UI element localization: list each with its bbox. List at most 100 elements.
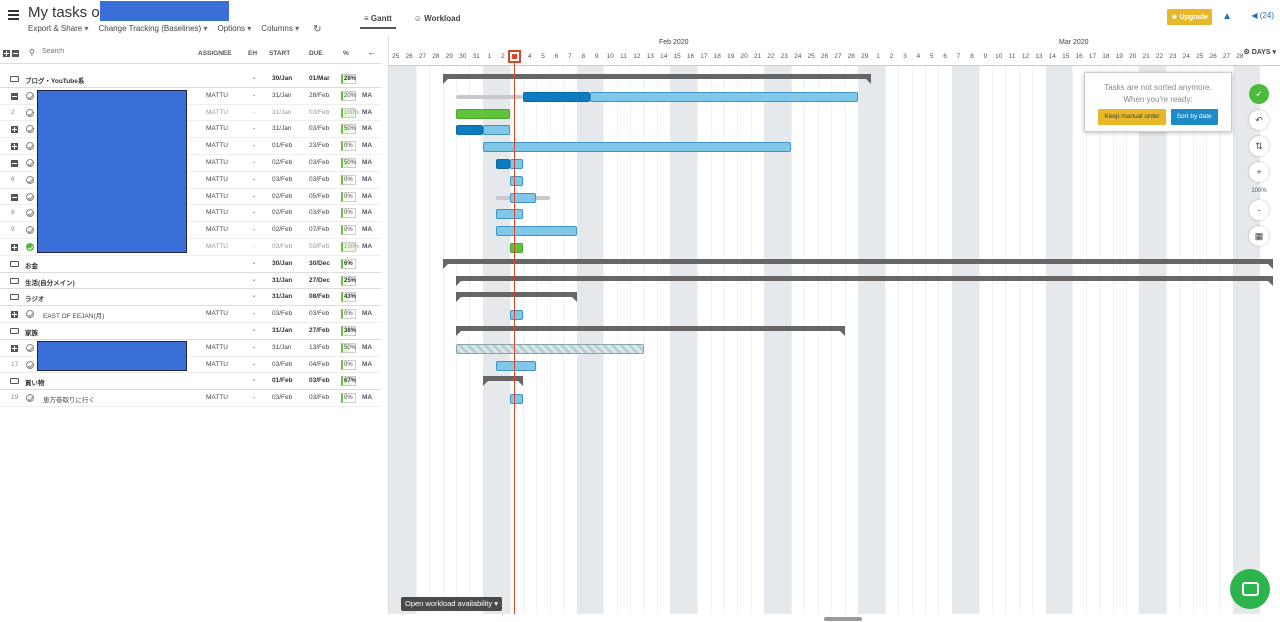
task-row[interactable]: MATTU - 01/Feb 23/Feb 0% MA bbox=[0, 138, 381, 155]
progress-percent[interactable]: 50% bbox=[341, 158, 356, 168]
progress-percent[interactable]: 25% bbox=[341, 275, 356, 286]
task-bar[interactable] bbox=[482, 125, 510, 136]
task-row[interactable]: 8 MATTU - 02/Feb 03/Feb 0% MA bbox=[0, 205, 381, 223]
complete-check-icon[interactable] bbox=[26, 175, 34, 184]
summary-bar[interactable] bbox=[442, 258, 1274, 269]
task-name[interactable]: EAST OF EEJAN(月) bbox=[43, 313, 105, 321]
keep-manual-order-button[interactable]: Keep manual order bbox=[1098, 109, 1166, 125]
assignee[interactable]: MATTU bbox=[206, 192, 228, 200]
menu-hamburger-icon[interactable] bbox=[8, 10, 19, 20]
assignee[interactable]: MATTU bbox=[206, 243, 228, 250]
progress-percent[interactable]: 0% bbox=[341, 174, 356, 185]
due-date[interactable]: 28/Feb bbox=[309, 91, 330, 99]
task-row[interactable]: EAST OF EEJAN(月) MATTU - 03/Feb 03/Feb 0% MA bbox=[0, 306, 381, 323]
assignee[interactable]: MATTU bbox=[206, 394, 228, 402]
column-header-due[interactable]: DUE bbox=[309, 50, 323, 57]
task-bar[interactable] bbox=[590, 91, 858, 102]
assignee[interactable]: MATTU bbox=[206, 159, 228, 166]
group-row[interactable]: 生活(自分メイン) - 31/Jan 27/Dec 25% bbox=[0, 273, 381, 290]
summary-bar[interactable] bbox=[456, 275, 1274, 286]
task-bar[interactable] bbox=[496, 226, 577, 237]
task-bar[interactable] bbox=[496, 159, 510, 169]
start-date[interactable]: 30/Jan bbox=[272, 259, 293, 267]
progress-percent[interactable]: 0% bbox=[341, 208, 356, 219]
progress-percent[interactable]: 0% bbox=[341, 141, 356, 152]
options-menu[interactable]: Options bbox=[217, 24, 251, 35]
due-date[interactable]: 03/Feb bbox=[309, 108, 330, 116]
start-date[interactable]: 01/Feb bbox=[272, 142, 293, 150]
scale-toggle[interactable]: ⚙ DAYS ▾ bbox=[1243, 49, 1276, 56]
assignee[interactable]: MATTU bbox=[206, 91, 228, 99]
group-name[interactable]: ラジオ bbox=[25, 296, 45, 304]
start-date[interactable]: 31/Jan bbox=[272, 91, 292, 99]
task-row[interactable]: 19 恵方巻取りに行く MATTU - 03/Feb 03/Feb 0% MA bbox=[0, 390, 381, 407]
assignee[interactable]: MATTU bbox=[206, 142, 228, 150]
task-bar[interactable] bbox=[482, 142, 791, 153]
progress-percent[interactable]: 0% bbox=[341, 225, 356, 236]
complete-check-icon[interactable] bbox=[26, 108, 34, 117]
task-row[interactable]: MATTU - 31/Jan 13/Feb 50% MA bbox=[0, 340, 381, 357]
assignee[interactable]: MATTU bbox=[206, 125, 228, 133]
progress-percent[interactable]: 6% bbox=[341, 258, 356, 269]
due-date[interactable]: 03/Feb bbox=[309, 159, 330, 166]
due-date[interactable]: 03/Feb bbox=[309, 310, 330, 318]
progress-percent[interactable]: 100% bbox=[341, 242, 359, 252]
export-share-menu[interactable]: Export & Share bbox=[28, 24, 89, 35]
tab-workload[interactable]: ☺ Workload bbox=[413, 14, 461, 23]
summary-bar[interactable] bbox=[442, 74, 872, 84]
expand-icon[interactable] bbox=[11, 344, 18, 352]
complete-check-icon[interactable] bbox=[26, 91, 34, 100]
progress-percent[interactable]: 20% bbox=[341, 90, 356, 101]
group-name[interactable]: お金 bbox=[25, 262, 38, 270]
due-date[interactable]: 04/Feb bbox=[309, 360, 330, 368]
collapse-panel-arrow-icon[interactable]: ← bbox=[367, 47, 376, 57]
zoom-in-icon[interactable]: + bbox=[1249, 162, 1269, 182]
start-date[interactable]: 31/Jan bbox=[272, 293, 293, 301]
today-marker-icon[interactable] bbox=[508, 50, 521, 63]
column-header-percent[interactable]: % bbox=[343, 50, 349, 57]
task-row[interactable]: 17 MATTU - 03/Feb 04/Feb 0% MA bbox=[0, 357, 381, 374]
column-header-start[interactable]: START bbox=[269, 50, 291, 57]
progress-percent[interactable]: 0% bbox=[341, 309, 356, 320]
sort-by-date-button[interactable]: Sort by date bbox=[1170, 109, 1218, 125]
expand-icon[interactable] bbox=[11, 311, 18, 319]
task-bar[interactable] bbox=[509, 310, 523, 321]
complete-check-icon[interactable] bbox=[26, 192, 34, 201]
due-date[interactable]: 03/Feb bbox=[309, 209, 330, 217]
task-bar[interactable] bbox=[496, 360, 537, 371]
change-tracking-menu[interactable]: Change Tracking (Baselines) bbox=[99, 24, 208, 35]
start-date[interactable]: 31/Jan bbox=[272, 125, 292, 133]
start-date[interactable]: 02/Feb bbox=[272, 192, 293, 200]
undo-icon[interactable]: ↶ bbox=[1249, 110, 1269, 130]
map-icon[interactable]: ▦ bbox=[1249, 226, 1269, 246]
due-date[interactable]: 03/Feb bbox=[309, 175, 330, 183]
progress-percent[interactable]: 100% bbox=[341, 107, 359, 118]
announcements-button[interactable]: ◀ (24) bbox=[1251, 11, 1274, 20]
progress-percent[interactable]: 50% bbox=[341, 342, 356, 353]
task-bar[interactable] bbox=[509, 192, 537, 203]
due-date[interactable]: 03/Feb bbox=[309, 243, 330, 250]
task-row[interactable]: MATTU - 31/Jan 03/Feb 50% MA bbox=[0, 121, 381, 139]
open-workload-button[interactable]: Open workload availability ▾ bbox=[401, 597, 502, 611]
due-date[interactable]: 01/Mar bbox=[309, 75, 330, 82]
task-row[interactable]: MATTU - 02/Feb 03/Feb 50% MA bbox=[0, 155, 381, 172]
due-date[interactable]: 07/Feb bbox=[309, 226, 330, 234]
task-row[interactable]: 2 MATTU - 31/Jan 03/Feb 100% MA bbox=[0, 105, 381, 122]
due-date[interactable]: 27/Feb bbox=[309, 327, 330, 334]
complete-check-icon[interactable] bbox=[26, 243, 34, 251]
due-date[interactable]: 27/Dec bbox=[309, 276, 330, 284]
start-date[interactable]: 01/Feb bbox=[272, 377, 293, 385]
start-date[interactable]: 02/Feb bbox=[272, 159, 293, 166]
group-name[interactable]: 家族 bbox=[25, 330, 38, 337]
start-date[interactable]: 31/Jan bbox=[272, 327, 293, 334]
summary-bar[interactable] bbox=[482, 376, 524, 387]
task-row[interactable]: 6 MATTU - 03/Feb 03/Feb 0% MA bbox=[0, 172, 381, 189]
task-bar[interactable] bbox=[456, 343, 644, 354]
collapse-icon[interactable] bbox=[11, 193, 18, 201]
collapse-icon[interactable] bbox=[11, 160, 18, 167]
start-date[interactable]: 02/Feb bbox=[272, 209, 293, 217]
task-bar[interactable] bbox=[509, 159, 523, 169]
folder-icon[interactable] bbox=[10, 260, 19, 267]
start-date[interactable]: 03/Feb bbox=[272, 243, 293, 250]
progress-percent[interactable]: 28% bbox=[341, 74, 356, 84]
